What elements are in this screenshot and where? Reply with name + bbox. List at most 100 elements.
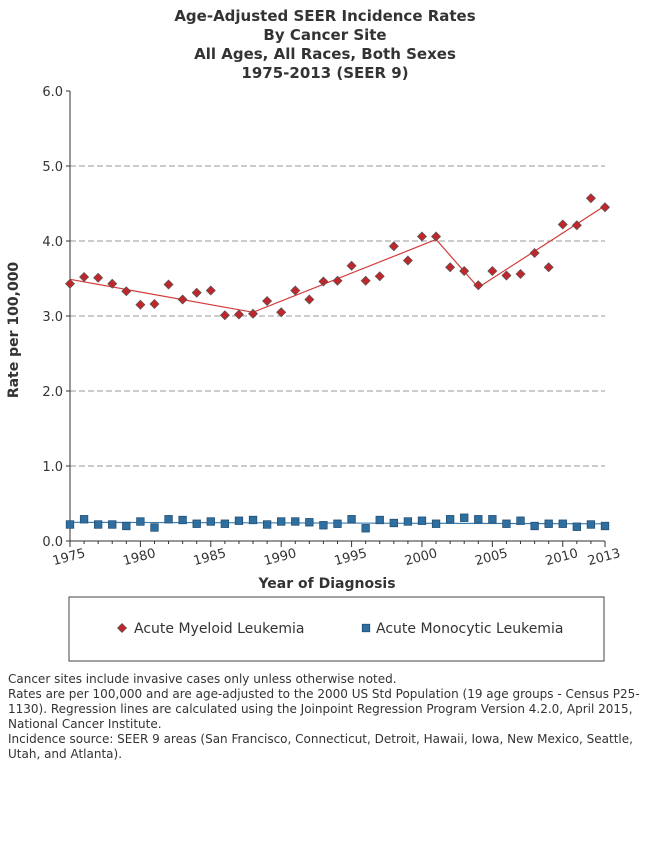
- amol-point: [192, 519, 201, 528]
- amol-point: [234, 516, 244, 525]
- aml-point: [248, 308, 259, 319]
- aml-point: [459, 266, 470, 276]
- amol-point: [262, 520, 272, 529]
- y-tick-label: 6.0: [42, 85, 63, 100]
- aml-point: [318, 276, 329, 287]
- aml-point: [177, 294, 188, 305]
- amol-point: [403, 517, 413, 526]
- amol-point: [389, 518, 398, 528]
- amol-point: [206, 517, 215, 526]
- aml-point: [543, 262, 554, 273]
- aml-point: [529, 248, 540, 258]
- aml-point: [262, 296, 273, 306]
- aml-point: [149, 299, 160, 309]
- amol-point: [150, 523, 159, 532]
- footnote-3: Incidence source: SEER 9 areas (San Fran…: [8, 732, 633, 761]
- amol-point: [516, 516, 525, 525]
- amol-point: [333, 519, 342, 528]
- aml-point: [515, 269, 526, 279]
- aml-point: [445, 262, 456, 273]
- aml-point: [416, 231, 427, 242]
- footnotes: Cancer sites include invasive cases only…: [8, 672, 644, 762]
- amol-point: [347, 515, 356, 524]
- aml-point: [107, 278, 118, 289]
- y-tick-label: 3.0: [42, 310, 63, 325]
- aml-point: [402, 255, 413, 266]
- y-tick-label: 1.0: [42, 460, 63, 475]
- data-points: [65, 193, 610, 533]
- x-tick-label: 2013: [586, 546, 622, 569]
- amol-point: [431, 519, 441, 528]
- aml-point: [501, 270, 512, 281]
- amol-point: [488, 515, 497, 524]
- aml-point: [121, 286, 132, 297]
- amol-point: [502, 519, 511, 528]
- aml-point: [585, 193, 596, 204]
- aml-point: [360, 275, 371, 286]
- amol-point: [122, 521, 131, 531]
- amol-point: [600, 521, 610, 531]
- amol-point: [319, 521, 328, 530]
- aml-point: [65, 278, 75, 289]
- y-tick-label: 5.0: [42, 160, 63, 175]
- legend-box: [68, 596, 605, 662]
- grid-layer: [70, 165, 605, 467]
- aml-point: [304, 294, 315, 305]
- aml-point: [473, 280, 484, 291]
- aml-point: [163, 279, 174, 290]
- chart-svg: Age-Adjusted SEER Incidence Rates By Can…: [6, 7, 622, 662]
- chart-title: Age-Adjusted SEER Incidence Rates By Can…: [174, 7, 475, 82]
- legend-amol-icon: [361, 623, 371, 633]
- amol-point: [248, 515, 258, 525]
- amol-point: [277, 517, 286, 526]
- chart-title-line-1: Age-Adjusted SEER Incidence Rates: [174, 7, 475, 25]
- amol-point: [375, 515, 384, 525]
- aml-point: [290, 285, 301, 296]
- aml-point: [205, 285, 216, 296]
- amol-point: [79, 515, 89, 524]
- regression-lines: [69, 205, 606, 525]
- amol-point: [65, 520, 75, 529]
- amol-point: [544, 519, 553, 528]
- legend-aml-label: Acute Myeloid Leukemia: [134, 621, 304, 637]
- aml-point: [487, 266, 498, 276]
- aml-point: [346, 260, 357, 271]
- legend: Acute Myeloid Leukemia Acute Monocytic Le…: [68, 596, 605, 662]
- amol-point: [108, 520, 117, 529]
- aml-point: [388, 241, 399, 252]
- amol-point: [474, 515, 483, 524]
- aml-point: [374, 271, 385, 282]
- aml-point: [431, 231, 442, 242]
- aml-point: [571, 220, 582, 231]
- x-tick-label: 1985: [192, 546, 228, 569]
- legend-items: Acute Myeloid Leukemia Acute Monocytic Le…: [117, 621, 563, 637]
- chart-title-line-2: By Cancer Site: [263, 26, 386, 44]
- amol-point: [178, 515, 187, 525]
- x-axis-label: Year of Diagnosis: [257, 576, 395, 592]
- x-tick-label: 2010: [544, 546, 580, 569]
- regression-line: [69, 205, 606, 313]
- legend-aml-icon: [117, 623, 127, 633]
- amol-point: [417, 516, 427, 525]
- amol-point: [460, 513, 469, 522]
- amol-point: [586, 520, 596, 529]
- amol-point: [558, 519, 567, 528]
- y-tick-label: 4.0: [42, 235, 63, 250]
- aml-point: [332, 275, 343, 286]
- chart-title-line-4: 1975-2013 (SEER 9): [241, 64, 408, 82]
- amol-point: [94, 520, 103, 529]
- aml-point: [93, 272, 104, 283]
- aml-point: [135, 299, 146, 310]
- amol-point: [361, 524, 370, 533]
- x-tick-label: 2005: [474, 546, 510, 569]
- y-tick-label: 0.0: [42, 535, 63, 550]
- x-tick-label: 1980: [122, 546, 158, 569]
- amol-point: [530, 521, 539, 531]
- amol-point: [164, 515, 173, 524]
- amol-point: [291, 517, 300, 526]
- x-tick-label: 1995: [333, 546, 369, 569]
- y-tick-label: 2.0: [42, 385, 63, 400]
- aml-point: [557, 219, 568, 230]
